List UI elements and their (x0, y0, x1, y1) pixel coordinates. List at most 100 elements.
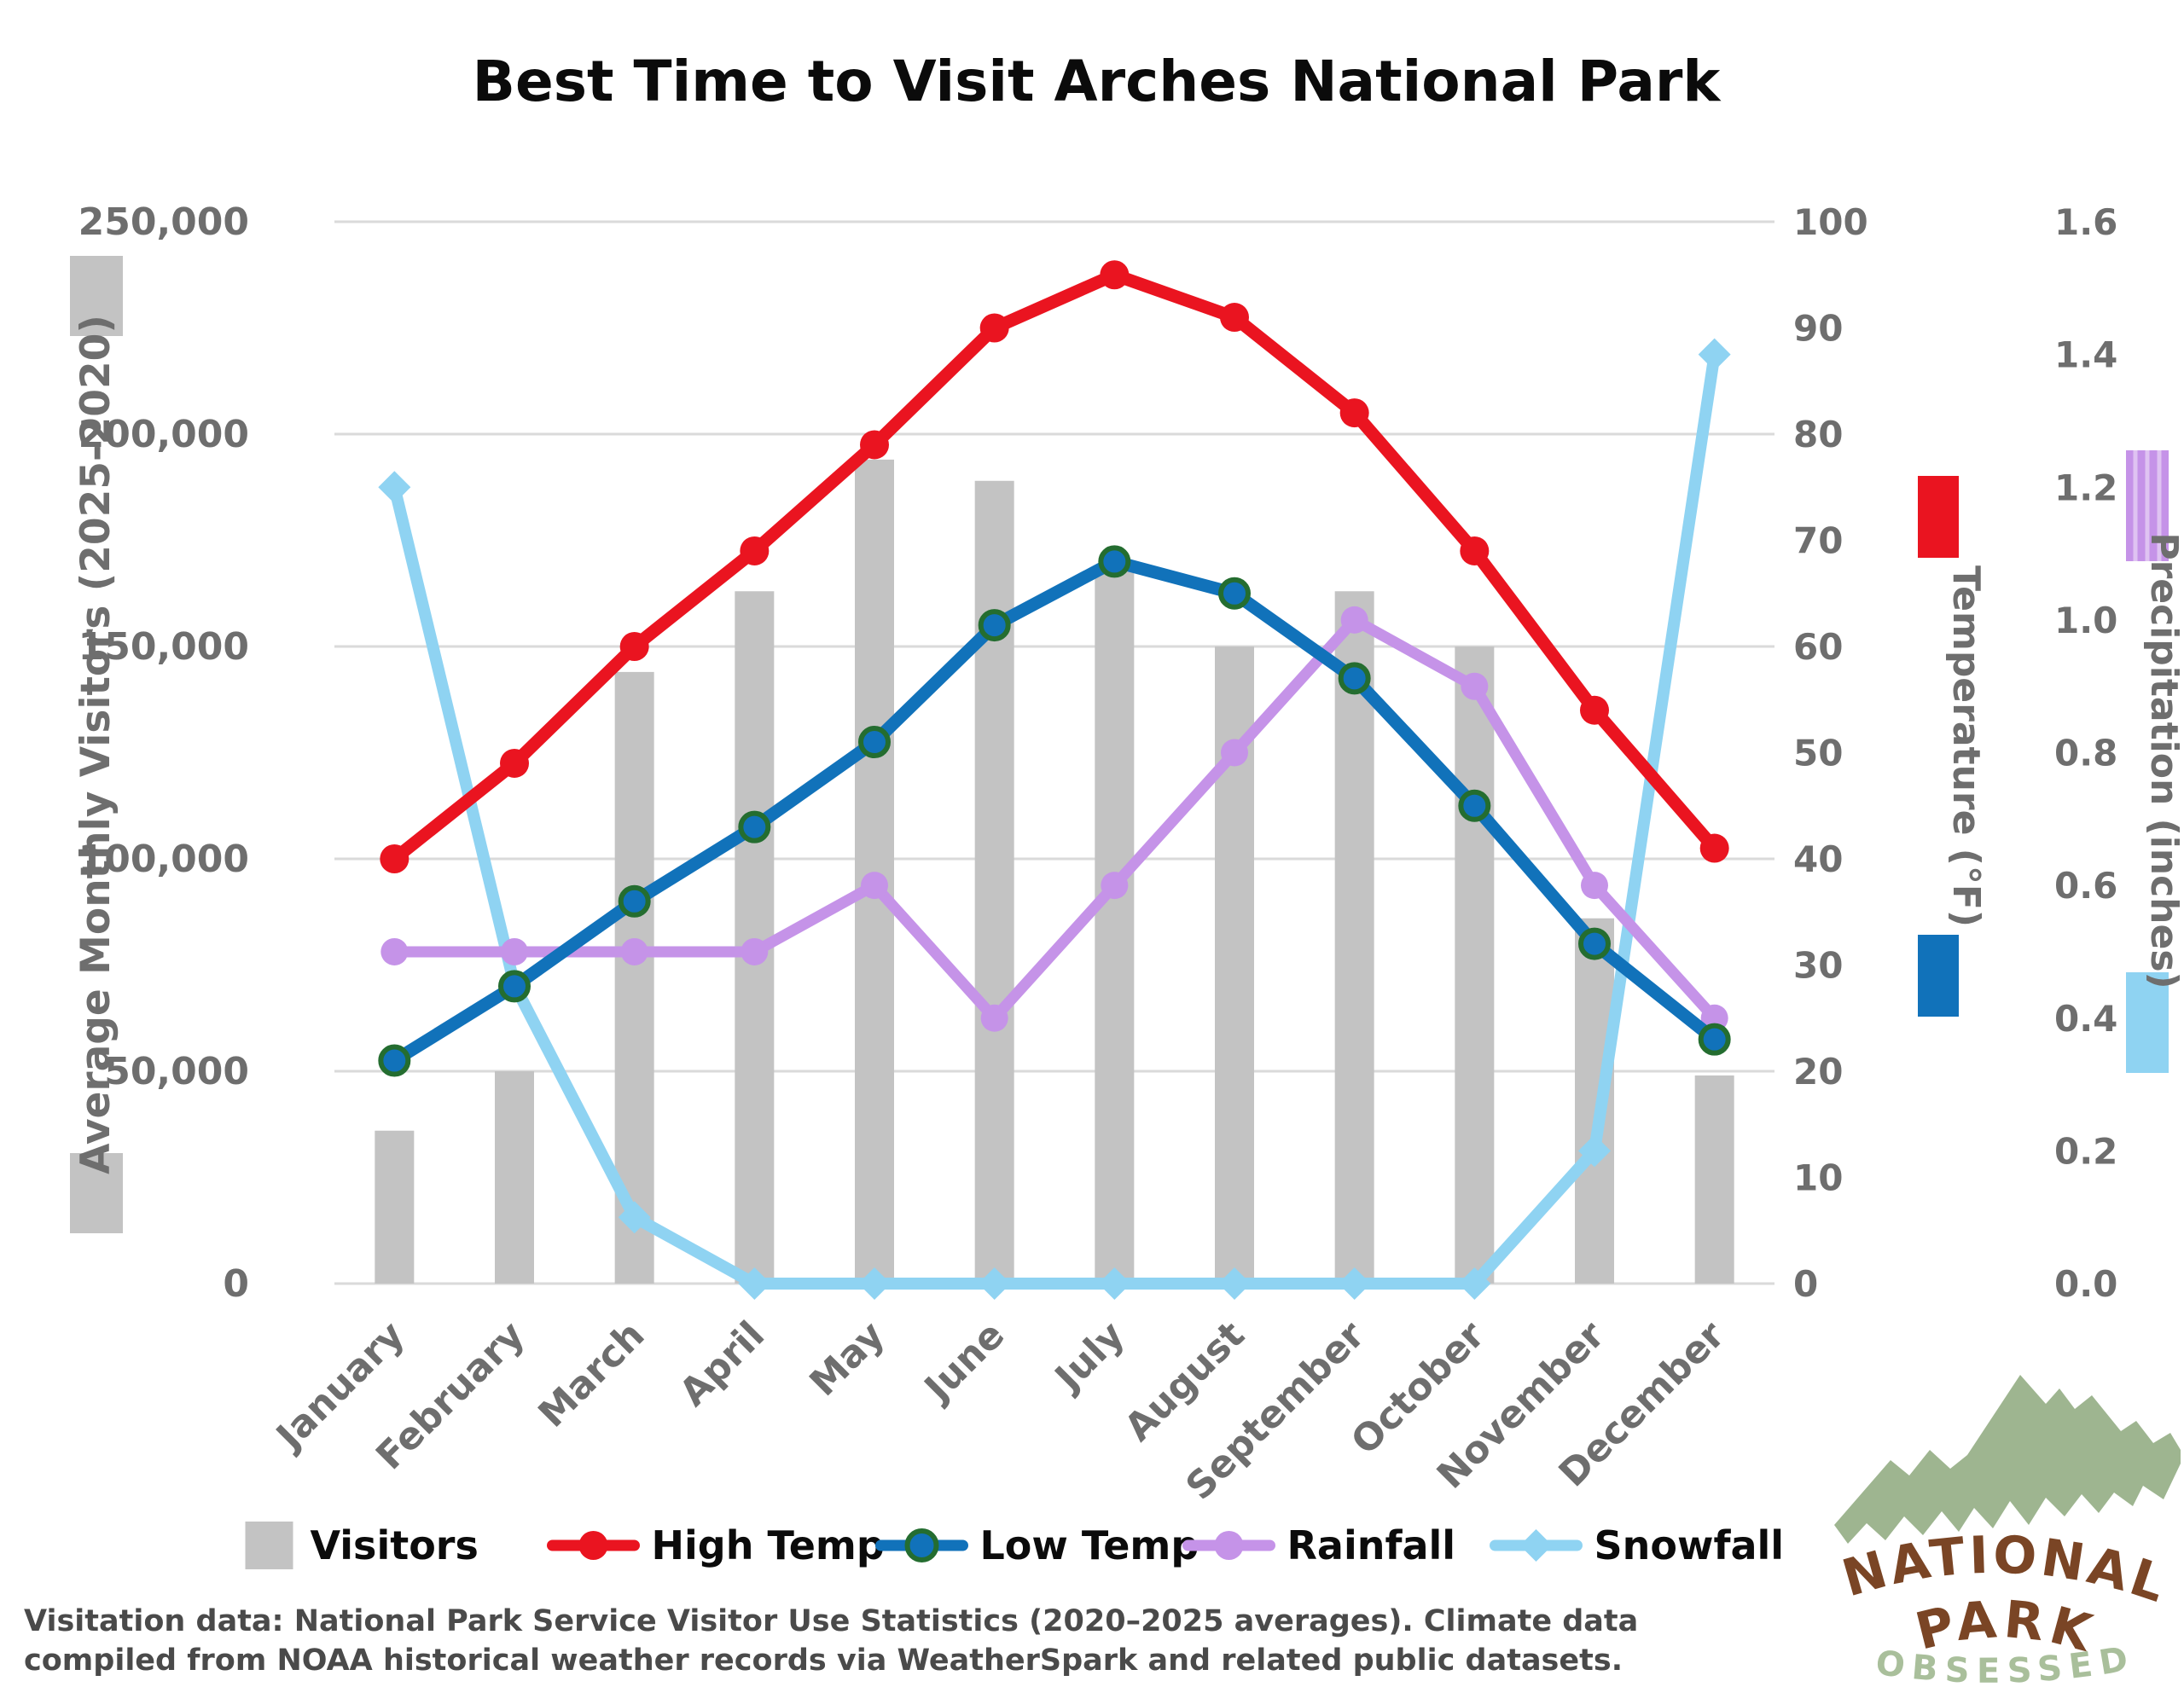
visitors-bar (375, 1130, 415, 1284)
snowfall-diamond-marker (1698, 338, 1731, 371)
temperature-tick-label: 50 (1793, 733, 1843, 774)
temperature-axis-ticks: 0 10 20 30 40 50 60 70 80 90 100 (1793, 201, 1868, 1305)
visitors-bar (1455, 646, 1495, 1284)
low-temp-marker (618, 884, 651, 918)
snowfall-diamond-marker (738, 1267, 771, 1300)
low-temp-marker (858, 726, 891, 759)
snowfall-diamond-marker (1218, 1267, 1251, 1300)
high-temp-marker (1220, 303, 1249, 333)
visitors-tick-label: 0 (223, 1262, 249, 1306)
visitors-swatch-icon (245, 1522, 293, 1569)
temperature-tick-label: 10 (1793, 1157, 1843, 1199)
temperature-tick-label: 20 (1793, 1051, 1843, 1093)
snowfall-diamond-marker (618, 1201, 651, 1234)
high-temp-marker (1339, 398, 1369, 428)
temperature-tick-label: 70 (1793, 520, 1843, 562)
low-temp-marker (1578, 927, 1611, 960)
high-temp-marker (380, 844, 410, 873)
legend-label: Visitors (311, 1522, 479, 1568)
legend-item-rainfall: Rainfall (1182, 1522, 1456, 1568)
snowfall-line (388, 348, 1721, 1290)
rainfall-marker (861, 872, 888, 900)
footer-line-1: Visitation data: National Park Service V… (24, 1604, 1638, 1638)
precipitation-axis-title: Precipitation (inches) (2142, 532, 2184, 988)
legend-label: High Temp (652, 1522, 885, 1568)
high-temp-marker (500, 748, 529, 778)
snowfall-series (378, 338, 1731, 1300)
precipitation-tick-label: 1.6 (2054, 201, 2117, 243)
legend: Visitors High Temp Low Temp Rainfall Snowfal… (245, 1522, 1784, 1569)
rainfall-marker (980, 1004, 1008, 1032)
visitors-bar (1095, 570, 1135, 1284)
snowfall-diamond-marker (858, 1267, 891, 1300)
rainfall-marker (620, 937, 648, 965)
legend-item-low-temp: Low Temp (875, 1522, 1199, 1568)
low-temp-series (378, 545, 1731, 1077)
high-temp-marker (1100, 260, 1130, 290)
low-temp-marker (738, 810, 771, 844)
rainfall-marker (380, 937, 409, 965)
visitors-bar (735, 591, 775, 1284)
snowfall-diamond-marker (1458, 1267, 1491, 1300)
visitors-tick-label: 200,000 (78, 413, 249, 456)
low-temp-marker (378, 1044, 411, 1077)
precipitation-tick-label: 0.0 (2054, 1263, 2117, 1305)
legend-circle-icon (904, 1528, 939, 1562)
high-temp-marker (1699, 833, 1729, 863)
visitors-bar (1575, 918, 1614, 1284)
precipitation-axis-ticks: 0.0 0.2 0.4 0.6 0.8 1.0 1.2 1.4 1.6 (2054, 201, 2117, 1305)
precipitation-tick-label: 1.0 (2054, 600, 2117, 641)
low-temp-marker (498, 970, 531, 1003)
rainfall-marker (1461, 672, 1489, 700)
high-temp-marker (740, 536, 770, 565)
footer-line-2: compiled from NOAA historical weather re… (24, 1644, 1623, 1678)
visitors-tick-label: 50,000 (104, 1050, 249, 1093)
high-temp-marker (619, 632, 649, 661)
rainfall-marker (1221, 739, 1248, 767)
visitors-bar (974, 480, 1014, 1284)
low-temp-line (387, 554, 1722, 1068)
low-temp-marker (1458, 789, 1491, 822)
gridlines (334, 220, 1774, 1285)
snowfall-axis-swatch (2126, 972, 2169, 1073)
temperature-tick-label: 0 (1793, 1263, 1818, 1305)
month-label-july: July (1045, 1313, 1133, 1401)
temperature-tick-label: 100 (1793, 201, 1868, 243)
visitors-bar (495, 1071, 534, 1284)
legend-circle-icon (578, 1531, 608, 1560)
visitors-axis-title: Average Monthly Visitors (2025-2020) (73, 315, 119, 1174)
rainfall-marker (1101, 872, 1129, 900)
page-title: Best Time to Visit Arches National Park (473, 49, 1722, 114)
legend-item-snowfall: Snowfall (1490, 1522, 1784, 1568)
rainfall-marker (501, 937, 528, 965)
snowfall-diamond-marker (1578, 1134, 1611, 1168)
logo-national-text: NATIONAL (1836, 1525, 2175, 1615)
visitors-axis-swatch-bottom (70, 1153, 123, 1233)
legend-label: Rainfall (1287, 1522, 1456, 1568)
snowfall-diamond-marker (978, 1267, 1011, 1300)
high-temp-axis-swatch (1918, 476, 1959, 558)
temperature-axis-title: Temperature (°F) (1944, 565, 1988, 927)
visitors-bar (1694, 1075, 1734, 1284)
temperature-tick-label: 40 (1793, 838, 1843, 880)
precipitation-tick-label: 0.2 (2054, 1130, 2117, 1172)
temperature-tick-label: 90 (1793, 308, 1843, 350)
snowfall-diamond-marker (378, 471, 411, 504)
low-temp-marker (1098, 545, 1131, 578)
high-temp-marker (979, 313, 1009, 343)
visitors-axis-swatch-top (70, 256, 123, 336)
legend-label: Low Temp (980, 1522, 1199, 1568)
temperature-tick-label: 60 (1793, 626, 1843, 668)
precipitation-tick-label: 0.4 (2054, 998, 2117, 1040)
legend-item-high-temp: High Temp (547, 1522, 885, 1568)
legend-diamond-icon (1519, 1529, 1553, 1562)
rainfall-marker (741, 937, 769, 965)
low-temp-marker (1338, 662, 1371, 695)
visitors-tick-label: 250,000 (78, 200, 249, 244)
rainfall-line (388, 614, 1721, 1024)
month-label-may: May (801, 1313, 892, 1405)
legend-item-visitors: Visitors (245, 1522, 479, 1569)
month-label-june: June (915, 1313, 1013, 1412)
rainfall-marker (1581, 872, 1608, 900)
